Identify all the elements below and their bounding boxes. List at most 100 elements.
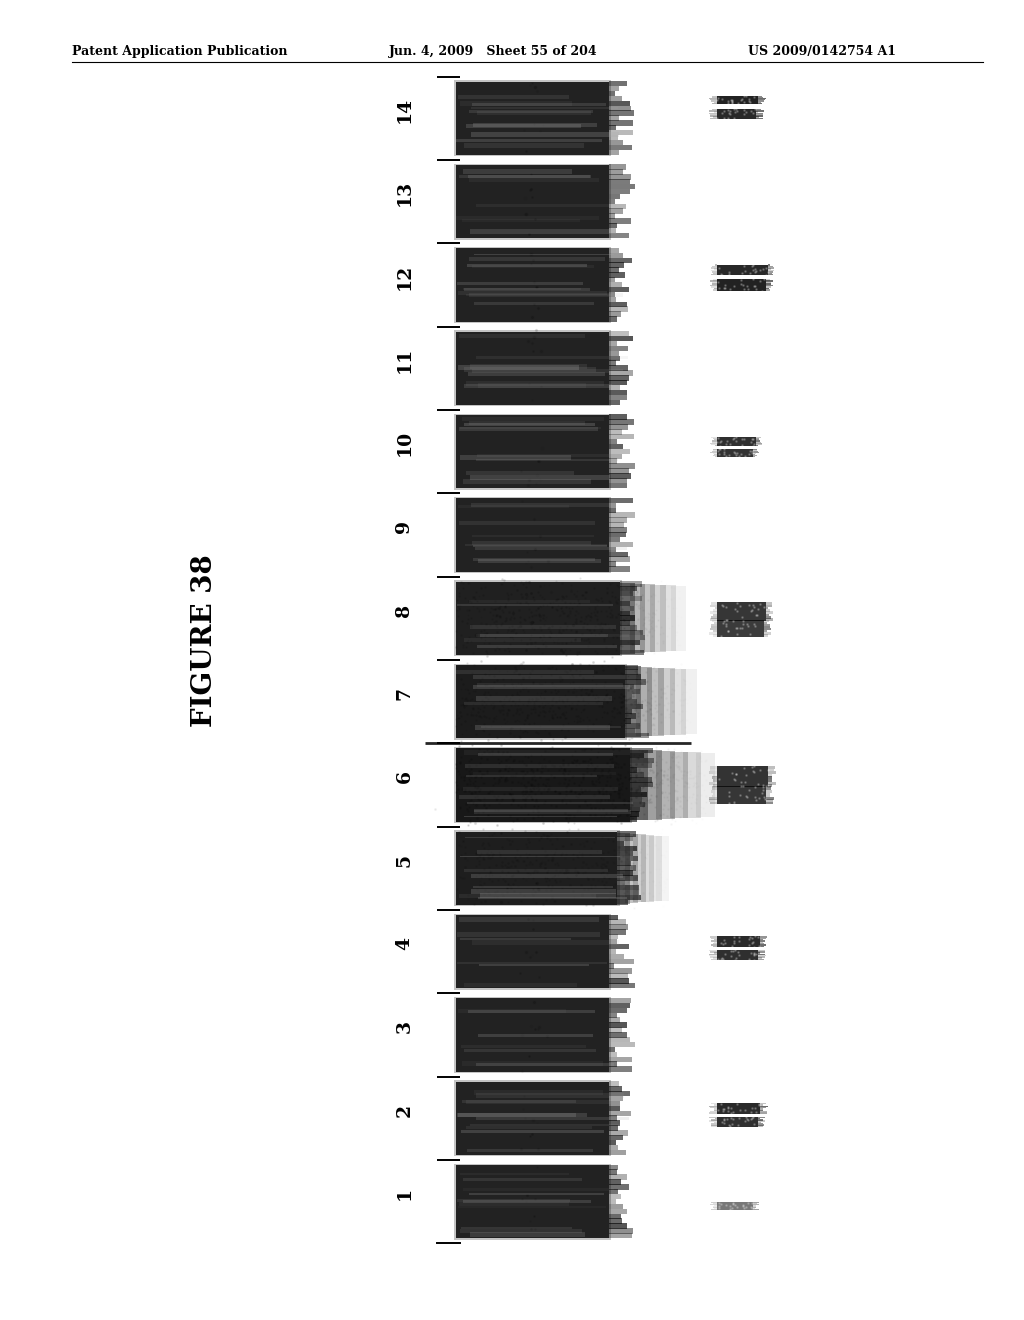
Point xyxy=(521,180,538,201)
Bar xyxy=(758,1126,764,1127)
Point xyxy=(469,808,485,829)
Point xyxy=(524,1123,541,1144)
Point xyxy=(727,99,743,120)
Point xyxy=(529,297,546,318)
Point xyxy=(580,754,596,775)
Bar xyxy=(760,942,764,944)
Point xyxy=(554,704,570,725)
Bar xyxy=(609,1130,629,1135)
Point xyxy=(691,746,708,767)
Point xyxy=(751,1094,767,1115)
Bar xyxy=(714,1105,717,1106)
Bar xyxy=(766,602,772,605)
Point xyxy=(726,428,742,449)
Point xyxy=(551,606,567,627)
Point xyxy=(454,572,470,593)
Point xyxy=(484,843,501,865)
Point xyxy=(499,660,515,681)
Point xyxy=(744,428,761,449)
Point xyxy=(457,587,473,609)
Bar xyxy=(609,360,616,366)
Point xyxy=(517,719,534,741)
Point xyxy=(667,791,683,812)
Point xyxy=(571,801,588,822)
Bar xyxy=(609,478,627,483)
Point xyxy=(682,763,698,784)
Point xyxy=(565,849,582,870)
Point xyxy=(671,713,687,734)
Bar xyxy=(764,626,770,628)
Bar xyxy=(620,581,642,586)
Point xyxy=(493,715,509,737)
Bar xyxy=(609,223,617,228)
Point xyxy=(716,108,732,129)
Point xyxy=(583,752,599,774)
Point xyxy=(488,788,505,809)
Point xyxy=(537,680,553,701)
Point xyxy=(499,582,515,603)
Point xyxy=(471,875,487,896)
Point xyxy=(677,673,693,694)
Point xyxy=(631,594,647,615)
Bar xyxy=(609,1041,635,1047)
Point xyxy=(471,601,487,622)
Point xyxy=(735,610,752,631)
Point xyxy=(548,624,564,645)
Point xyxy=(610,779,627,800)
Point xyxy=(732,618,749,639)
Bar xyxy=(609,463,635,469)
Point xyxy=(645,762,662,783)
Point xyxy=(617,607,634,628)
Point xyxy=(621,729,637,750)
Point xyxy=(523,759,540,780)
Bar xyxy=(711,1125,717,1126)
Point xyxy=(715,1101,731,1122)
Point xyxy=(475,719,492,741)
Point xyxy=(654,879,671,900)
Bar xyxy=(760,936,767,937)
Text: 1: 1 xyxy=(395,1187,414,1200)
Bar xyxy=(714,268,717,269)
Point xyxy=(510,875,526,896)
Point xyxy=(568,644,585,665)
Point xyxy=(608,640,625,661)
Point xyxy=(507,846,523,867)
Point xyxy=(664,746,680,767)
Point xyxy=(482,781,499,803)
Point xyxy=(503,606,519,627)
Point xyxy=(544,846,560,867)
Point xyxy=(494,788,510,809)
Point xyxy=(521,692,538,713)
Point xyxy=(571,783,588,804)
Point xyxy=(637,792,653,813)
Point xyxy=(674,684,690,705)
Point xyxy=(760,760,776,781)
Point xyxy=(500,853,516,874)
Point xyxy=(531,672,548,693)
Point xyxy=(546,891,562,912)
Bar xyxy=(466,1100,611,1105)
Bar xyxy=(457,962,607,964)
Point xyxy=(552,783,568,804)
Point xyxy=(673,760,689,781)
Point xyxy=(598,582,614,603)
Point xyxy=(668,624,684,645)
Bar xyxy=(609,1170,617,1175)
Point xyxy=(610,686,627,708)
Point xyxy=(682,711,698,733)
Point xyxy=(746,259,763,280)
Point xyxy=(633,762,649,783)
Point xyxy=(552,706,568,727)
Point xyxy=(490,638,507,659)
Point xyxy=(658,698,675,719)
Point xyxy=(465,693,481,714)
Point xyxy=(721,445,737,466)
Point xyxy=(586,721,602,742)
Point xyxy=(665,692,681,713)
Point xyxy=(531,854,548,875)
Point xyxy=(481,783,498,804)
Point xyxy=(467,767,483,788)
Point xyxy=(693,808,710,829)
Point xyxy=(497,595,513,616)
Point xyxy=(451,582,467,603)
